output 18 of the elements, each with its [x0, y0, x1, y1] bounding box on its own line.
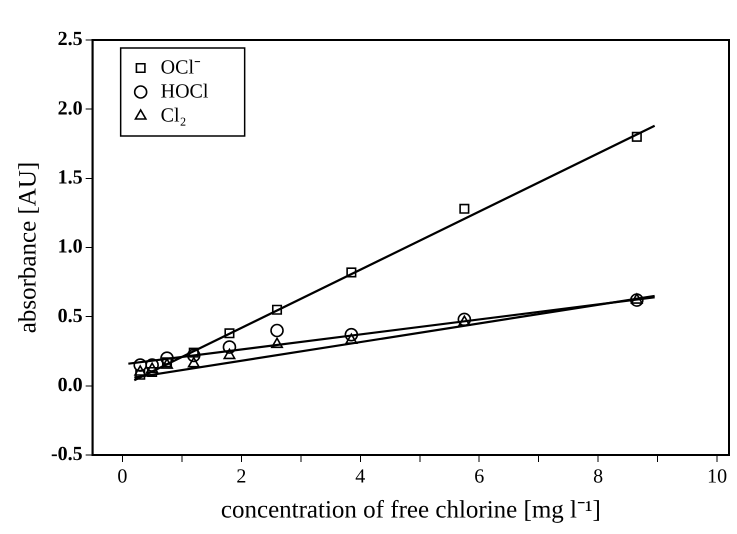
legend-label: Cl₂	[160, 104, 187, 126]
x-tick-label: 8	[593, 465, 604, 488]
y-tick-label: 1.5	[58, 166, 83, 189]
y-axis-title: absorbance [AU]	[14, 162, 42, 334]
y-tick-label: -0.5	[50, 443, 83, 466]
x-tick-label: 6	[474, 465, 484, 488]
x-axis-title: concentration of free chlorine [mg l⁻¹]	[220, 496, 601, 524]
x-tick-label: 10	[707, 465, 728, 488]
y-tick-label: 1.0	[58, 236, 83, 258]
y-tick-label: 2.5	[58, 28, 83, 50]
y-tick-label: 2.0	[58, 97, 83, 120]
x-tick-label: 0	[117, 465, 128, 488]
y-tick-label: 0.0	[58, 374, 83, 396]
y-tick-label: 0.5	[58, 304, 83, 327]
legend-label: HOCl	[160, 80, 209, 102]
x-tick-label: 2	[236, 465, 246, 488]
x-tick-label: 4	[355, 465, 366, 488]
legend-label: OCl⁻	[160, 56, 202, 78]
